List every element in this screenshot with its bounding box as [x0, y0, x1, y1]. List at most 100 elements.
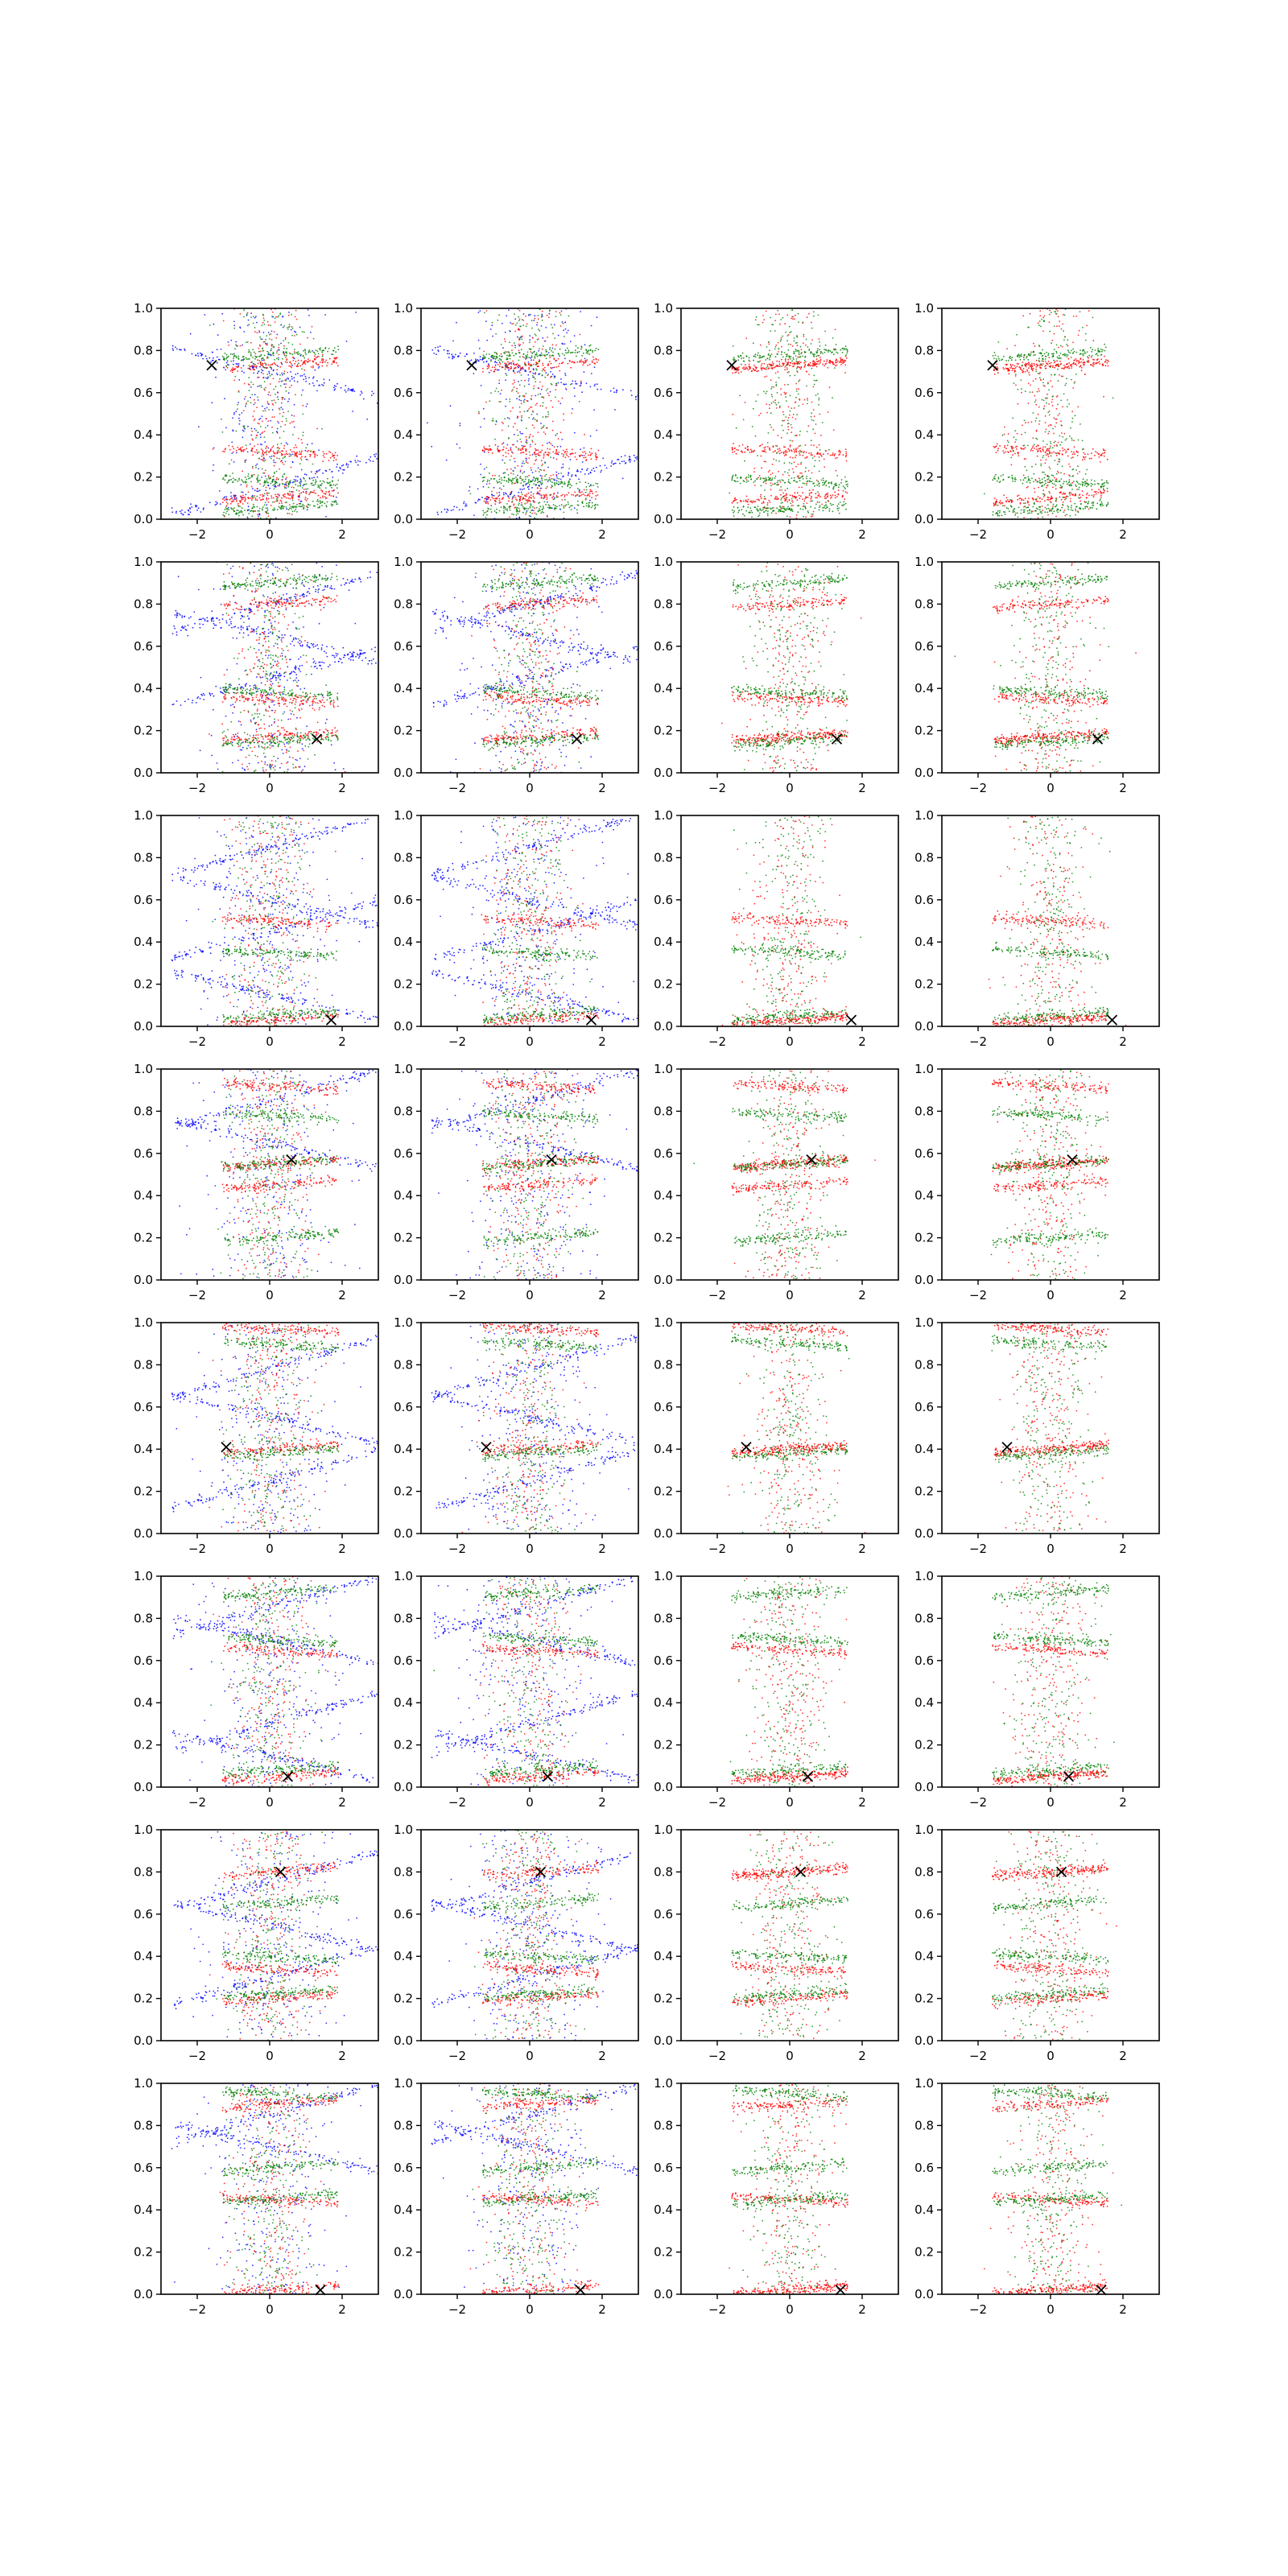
green-point	[310, 491, 312, 493]
green-point	[731, 477, 733, 480]
green-point	[293, 506, 295, 508]
red-point	[831, 361, 833, 363]
green-point	[234, 375, 237, 378]
red-point	[516, 387, 518, 390]
blue-point	[295, 479, 297, 481]
red-point	[816, 501, 819, 503]
green-point	[305, 483, 308, 485]
green-point	[277, 316, 279, 318]
red-point	[597, 456, 598, 458]
red-point	[301, 456, 303, 458]
green-point	[509, 400, 511, 402]
red-point	[305, 360, 308, 361]
blue-point	[634, 460, 636, 462]
blue-point	[227, 341, 229, 343]
blue-point	[426, 422, 428, 424]
blue-point	[446, 349, 448, 352]
red-point	[264, 362, 266, 365]
red-point	[533, 510, 535, 512]
blue-point	[293, 380, 295, 382]
green-point	[245, 481, 247, 484]
blue-point	[301, 374, 303, 377]
red-point	[765, 497, 766, 500]
blue-point	[431, 445, 433, 448]
green-point	[509, 509, 511, 511]
green-point	[485, 517, 487, 518]
red-point	[572, 494, 575, 496]
green-point	[270, 482, 272, 485]
blue-point	[288, 312, 290, 313]
green-point	[535, 353, 536, 356]
blue-point	[508, 369, 510, 371]
green-point	[518, 359, 520, 361]
green-point	[283, 351, 285, 353]
green-point	[535, 352, 538, 354]
red-point	[786, 371, 789, 374]
blue-point	[508, 309, 510, 312]
green-point	[779, 340, 782, 342]
green-point	[813, 379, 815, 382]
green-point	[757, 324, 758, 326]
red-point	[532, 359, 535, 361]
blue-point	[299, 478, 302, 480]
red-point	[526, 493, 528, 495]
green-point	[522, 506, 524, 508]
blue-point	[645, 396, 646, 398]
green-point	[523, 385, 526, 387]
red-point	[774, 497, 776, 500]
green-point	[524, 502, 526, 505]
blue-point	[520, 491, 522, 493]
green-point	[245, 403, 247, 405]
blue-point	[547, 352, 550, 354]
green-point	[263, 436, 266, 438]
green-point	[538, 471, 540, 473]
red-point	[531, 441, 534, 443]
green-point	[769, 358, 770, 361]
green-point	[308, 503, 309, 506]
red-point	[1025, 422, 1026, 424]
blue-point	[562, 475, 564, 477]
red-point	[741, 444, 744, 446]
green-point	[258, 510, 260, 512]
blue-point	[625, 462, 627, 464]
red-point	[564, 496, 566, 497]
red-point	[745, 368, 747, 369]
green-point	[246, 358, 248, 361]
green-point	[237, 355, 240, 357]
red-point	[329, 452, 332, 453]
red-point	[484, 448, 485, 449]
green-point	[278, 358, 279, 361]
green-point	[282, 476, 284, 478]
blue-point	[592, 467, 595, 469]
green-point	[799, 444, 802, 447]
red-point	[828, 361, 831, 363]
red-point	[793, 407, 795, 409]
y-tick-label: 0.8	[654, 343, 673, 357]
red-point	[252, 454, 254, 456]
blue-point	[581, 455, 584, 456]
green-point	[516, 322, 518, 324]
red-point	[1071, 481, 1074, 484]
red-point	[312, 366, 314, 369]
red-point	[543, 497, 544, 499]
green-point	[247, 509, 249, 510]
green-point	[757, 506, 759, 507]
green-point	[580, 348, 582, 350]
blue-point	[613, 391, 616, 394]
blue-point	[498, 487, 501, 489]
blue-point	[335, 496, 337, 498]
blue-point	[548, 441, 551, 444]
green-point	[783, 352, 786, 353]
green-point	[504, 472, 506, 474]
green-point	[542, 402, 544, 404]
green-point	[494, 438, 496, 440]
blue-point	[233, 413, 235, 415]
red-point	[276, 495, 278, 497]
green-point	[824, 505, 826, 507]
red-point	[558, 452, 560, 453]
green-point	[248, 349, 250, 351]
green-point	[241, 491, 242, 493]
blue-point	[605, 467, 608, 469]
green-point	[246, 341, 249, 343]
red-point	[540, 316, 543, 318]
